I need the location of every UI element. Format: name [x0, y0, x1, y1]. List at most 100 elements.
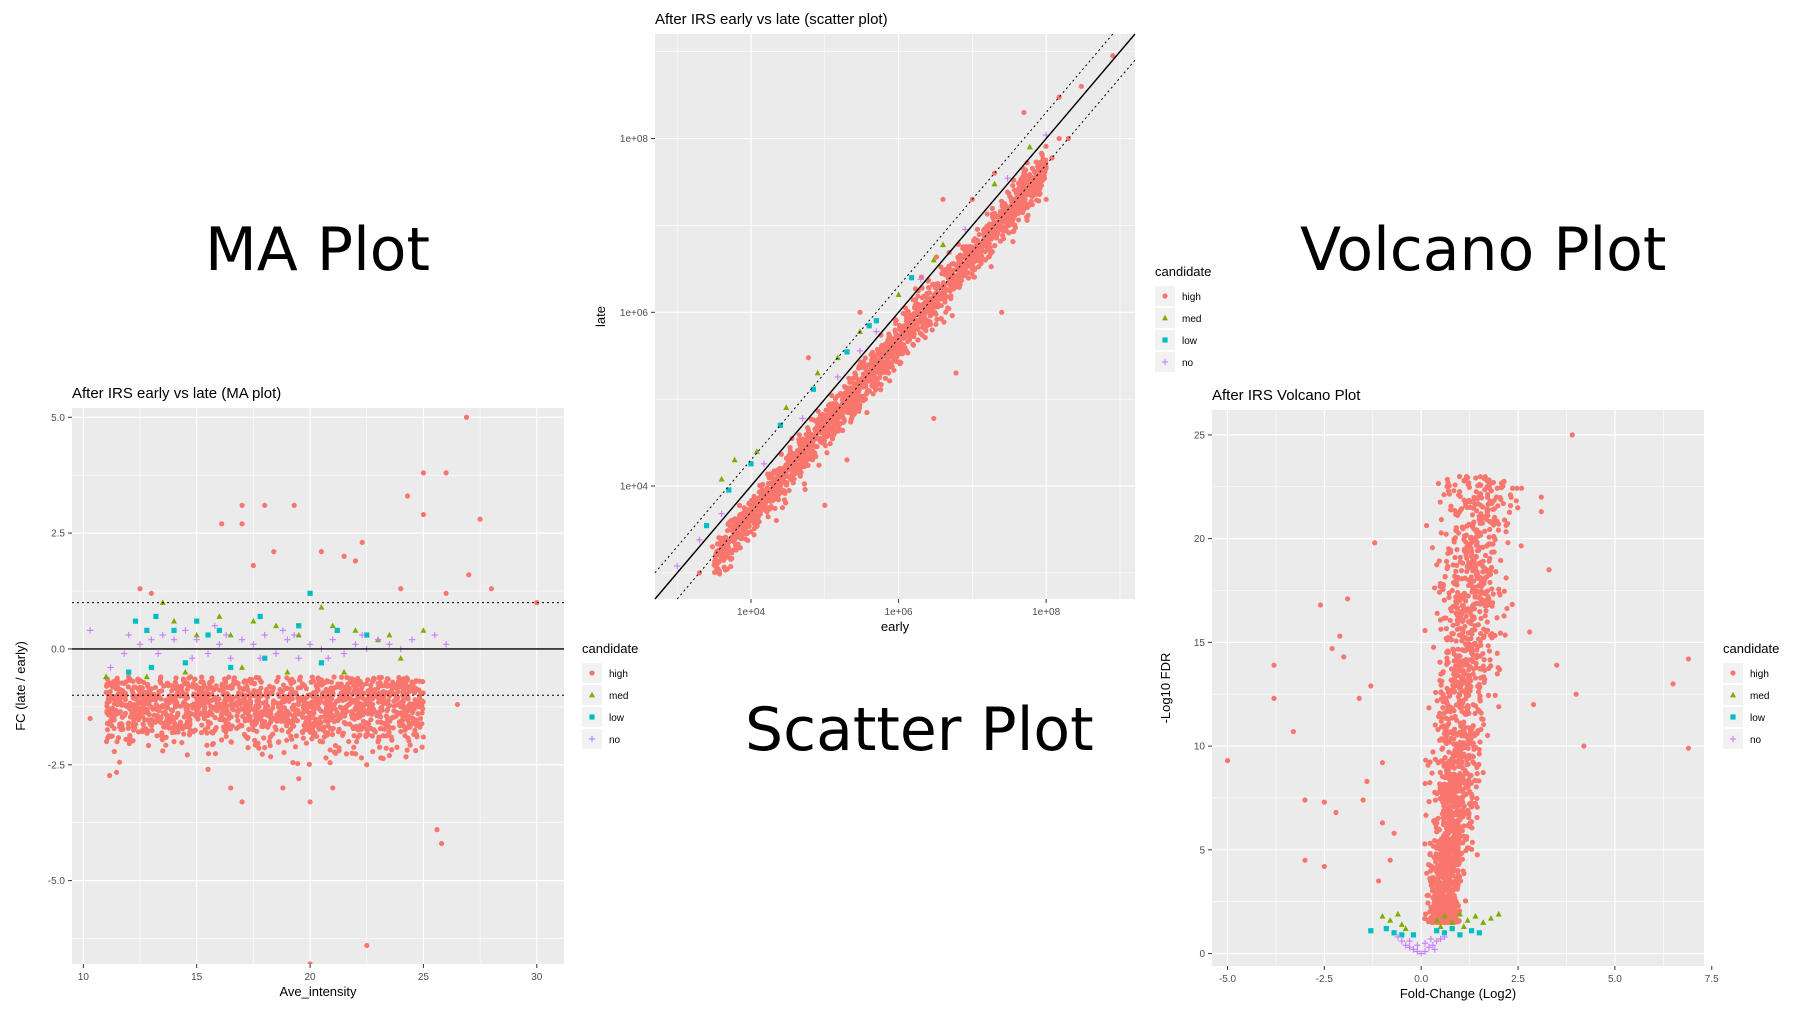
point-high-band — [1505, 540, 1510, 545]
point-high — [126, 720, 131, 725]
point-high-band — [712, 562, 717, 567]
point-high-band — [189, 703, 194, 708]
point-high-band — [1464, 762, 1469, 767]
point-high-band — [408, 743, 413, 748]
point-high-band — [114, 679, 119, 684]
point-high-band — [904, 318, 909, 323]
point-high-band — [824, 450, 829, 455]
point-high-band — [1477, 739, 1482, 744]
point-high-band — [407, 689, 412, 694]
point-high-band — [788, 455, 793, 460]
point-high-band — [375, 695, 380, 700]
point-high-band — [130, 738, 135, 743]
point-high-band — [198, 679, 203, 684]
point-high-band — [972, 236, 977, 241]
point-high-band — [887, 360, 892, 365]
point-high-band — [309, 736, 314, 741]
legend-marker-low — [1162, 337, 1167, 342]
point-high-band — [238, 723, 243, 728]
point-high-band — [212, 728, 217, 733]
point-low — [335, 628, 340, 633]
point-high-band — [1485, 495, 1490, 500]
point-high-band — [135, 677, 140, 682]
point-high — [1044, 197, 1049, 202]
point-high-band — [1430, 545, 1435, 550]
point-low — [194, 619, 199, 624]
point-high-band — [1439, 517, 1444, 522]
point-high-band — [276, 739, 281, 744]
point-high-band — [300, 695, 305, 700]
point-high-band — [1485, 733, 1490, 738]
point-high-band — [1503, 632, 1508, 637]
point-high-band — [946, 264, 951, 269]
y-tick-label: 2.5 — [51, 529, 65, 540]
legend-label-low: low — [1182, 336, 1198, 347]
point-high-band — [904, 348, 909, 353]
point-high-band — [942, 295, 947, 300]
point-high-band — [744, 529, 749, 534]
point-high-band — [390, 680, 395, 685]
point-high-band — [114, 770, 119, 775]
point-high-band — [142, 717, 147, 722]
point-high-band — [221, 717, 226, 722]
point-high-band — [295, 761, 300, 766]
point-high-band — [924, 291, 929, 296]
point-high-band — [730, 538, 735, 543]
point-high-band — [1013, 208, 1018, 213]
point-high-band — [842, 407, 847, 412]
point-high — [455, 702, 460, 707]
point-high-band — [402, 713, 407, 718]
point-high-band — [1442, 598, 1447, 603]
point-high-band — [989, 229, 994, 234]
point-low — [171, 628, 176, 633]
point-high-band — [341, 730, 346, 735]
point-low — [867, 323, 872, 328]
point-high-band — [983, 243, 988, 248]
point-high-band — [417, 703, 422, 708]
point-high-band — [348, 697, 353, 702]
point-high-band — [1025, 213, 1030, 218]
point-high-band — [325, 690, 330, 695]
point-high-band — [378, 755, 383, 760]
point-high-band — [140, 721, 145, 726]
point-high-band — [265, 725, 270, 730]
point-high-band — [1466, 583, 1471, 588]
point-high-band — [877, 375, 882, 380]
point-high-band — [1487, 580, 1492, 585]
point-high-band — [748, 529, 753, 534]
point-high-band — [717, 559, 722, 564]
point-high-band — [757, 504, 762, 509]
point-high-band — [1495, 651, 1500, 656]
point-high-band — [267, 684, 272, 689]
point-high-band — [1034, 198, 1039, 203]
point-high-band — [307, 762, 312, 767]
point-high — [478, 517, 483, 522]
chart-title: After IRS early vs late (MA plot) — [72, 385, 281, 402]
point-high-band — [800, 436, 805, 441]
point-high-band — [192, 677, 197, 682]
point-high-band — [213, 707, 218, 712]
volcano-plot-heading: Volcano Plot — [1300, 215, 1666, 285]
point-high-band — [914, 324, 919, 329]
point-high-band — [742, 512, 747, 517]
point-high-band — [913, 297, 918, 302]
x-tick-label: 20 — [305, 972, 317, 983]
point-high — [239, 521, 244, 526]
point-high-band — [1487, 535, 1492, 540]
point-high-band — [1501, 613, 1506, 618]
point-high-band — [272, 724, 277, 729]
point-high-band — [317, 727, 322, 732]
x-tick-label: 5.0 — [1608, 974, 1622, 985]
point-high — [421, 734, 426, 739]
point-high-band — [289, 687, 294, 692]
point-low — [909, 275, 914, 280]
point-high-band — [111, 726, 116, 731]
point-high-band — [241, 687, 246, 692]
point-high — [296, 776, 301, 781]
point-high-band — [339, 675, 344, 680]
point-high-band — [1024, 218, 1029, 223]
point-high-band — [1037, 176, 1042, 181]
point-high-band — [187, 717, 192, 722]
point-high-band — [906, 309, 911, 314]
